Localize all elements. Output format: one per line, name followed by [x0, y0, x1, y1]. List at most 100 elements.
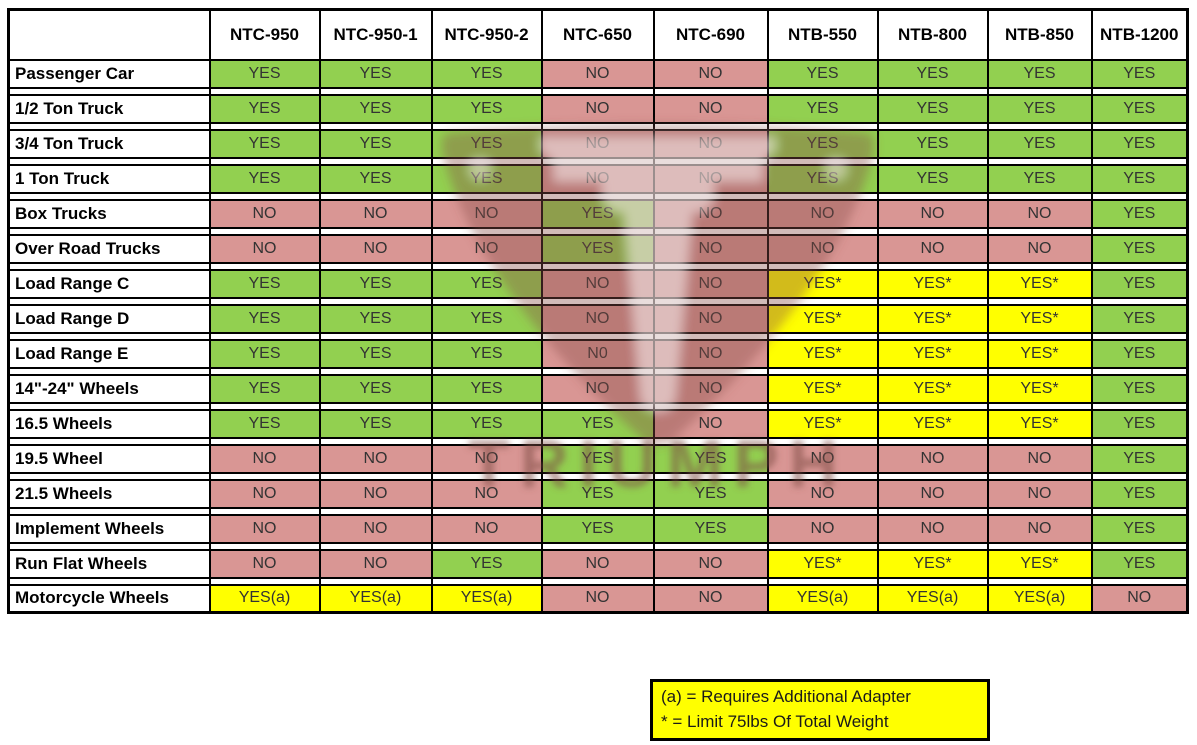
spacer-cell	[986, 261, 1093, 271]
value-cell: NO	[430, 513, 543, 544]
spacer-cell	[540, 191, 655, 201]
value-cell: YES	[208, 58, 321, 89]
value-cell: YES	[766, 128, 879, 159]
spacer-cell	[318, 436, 433, 446]
value-cell: NO	[766, 443, 879, 474]
value-cell: YES	[986, 128, 1093, 159]
value-cell: NO	[986, 198, 1093, 229]
spacer-cell	[876, 86, 989, 96]
column-header-cell: NTB-850	[986, 8, 1093, 61]
spacer-row	[7, 436, 1189, 446]
spacer-cell	[430, 366, 543, 376]
spacer-cell	[7, 191, 211, 201]
spacer-row	[7, 261, 1189, 271]
spacer-row	[7, 471, 1189, 481]
spacer-cell	[430, 331, 543, 341]
column-header-cell: NTC-950	[208, 8, 321, 61]
value-cell: NO	[208, 233, 321, 264]
value-cell: YES*	[986, 373, 1093, 404]
value-cell: YES*	[986, 338, 1093, 369]
spacer-cell	[7, 121, 211, 131]
value-cell: NO	[876, 478, 989, 509]
spacer-cell	[318, 401, 433, 411]
value-cell: NO	[652, 548, 769, 579]
value-cell: YES*	[986, 548, 1093, 579]
value-cell: NO	[652, 128, 769, 159]
value-cell: YES*	[876, 408, 989, 439]
spacer-cell	[430, 296, 543, 306]
value-cell: YES(a)	[430, 583, 543, 614]
value-cell: YES*	[986, 268, 1093, 299]
spacer-row	[7, 86, 1189, 96]
spacer-cell	[540, 296, 655, 306]
spacer-cell	[318, 226, 433, 236]
spacer-cell	[652, 401, 769, 411]
column-header-cell: NTC-650	[540, 8, 655, 61]
row-label-cell: 19.5 Wheel	[7, 443, 211, 474]
value-cell: YES	[318, 373, 433, 404]
row-label-cell: 16.5 Wheels	[7, 408, 211, 439]
value-cell: YES	[430, 163, 543, 194]
spacer-row	[7, 226, 1189, 236]
spacer-cell	[876, 506, 989, 516]
value-cell: YES(a)	[766, 583, 879, 614]
spacer-cell	[430, 261, 543, 271]
spacer-cell	[318, 471, 433, 481]
spacer-cell	[986, 331, 1093, 341]
value-cell: YES	[652, 443, 769, 474]
value-cell: YES	[1090, 93, 1189, 124]
spacer-cell	[318, 296, 433, 306]
value-cell: YES	[1090, 198, 1189, 229]
row-label-cell: Motorcycle Wheels	[7, 583, 211, 614]
spacer-cell	[652, 471, 769, 481]
spacer-row	[7, 191, 1189, 201]
spacer-row	[7, 121, 1189, 131]
value-cell: NO	[318, 198, 433, 229]
spacer-cell	[766, 331, 879, 341]
value-cell: YES	[318, 128, 433, 159]
value-cell: YES	[986, 93, 1093, 124]
value-cell: YES	[1090, 548, 1189, 579]
table-row: Passenger Car YES YES YES NO NO YES YES YES YES	[7, 58, 1189, 89]
value-cell: YES	[1090, 513, 1189, 544]
spacer-cell	[986, 121, 1093, 131]
spacer-cell	[1090, 436, 1189, 446]
value-cell: YES	[986, 163, 1093, 194]
value-cell: YES	[766, 163, 879, 194]
table-row: 16.5 Wheels YES YES YES YES NO YES* YES* YES* YES	[7, 408, 1189, 439]
value-cell: YES	[652, 478, 769, 509]
spacer-cell	[7, 261, 211, 271]
value-cell: YES	[208, 268, 321, 299]
spacer-cell	[7, 576, 211, 586]
spacer-cell	[1090, 261, 1189, 271]
spacer-cell	[208, 331, 321, 341]
value-cell: YES	[208, 163, 321, 194]
spacer-cell	[766, 191, 879, 201]
spacer-row	[7, 506, 1189, 516]
spacer-cell	[430, 226, 543, 236]
spacer-cell	[318, 86, 433, 96]
spacer-cell	[1090, 331, 1189, 341]
spacer-cell	[986, 86, 1093, 96]
table-row: Load Range D YES YES YES NO NO YES* YES* YES* YES	[7, 303, 1189, 334]
spacer-cell	[986, 541, 1093, 551]
value-cell: YES(a)	[318, 583, 433, 614]
value-cell: YES*	[766, 373, 879, 404]
spacer-row	[7, 576, 1189, 586]
spacer-cell	[876, 331, 989, 341]
value-cell: YES	[318, 93, 433, 124]
spacer-cell	[208, 86, 321, 96]
value-cell: NO	[208, 198, 321, 229]
spacer-row	[7, 156, 1189, 166]
value-cell: YES	[986, 58, 1093, 89]
value-cell: YES*	[766, 548, 879, 579]
spacer-cell	[876, 226, 989, 236]
value-cell: NO	[876, 513, 989, 544]
spacer-cell	[430, 541, 543, 551]
value-cell: NO	[540, 548, 655, 579]
spacer-cell	[7, 156, 211, 166]
value-cell: YES	[1090, 58, 1189, 89]
table-row: Implement Wheels NO NO NO YES YES NO NO NO YES	[7, 513, 1189, 544]
spacer-cell	[652, 366, 769, 376]
value-cell: NO	[540, 373, 655, 404]
